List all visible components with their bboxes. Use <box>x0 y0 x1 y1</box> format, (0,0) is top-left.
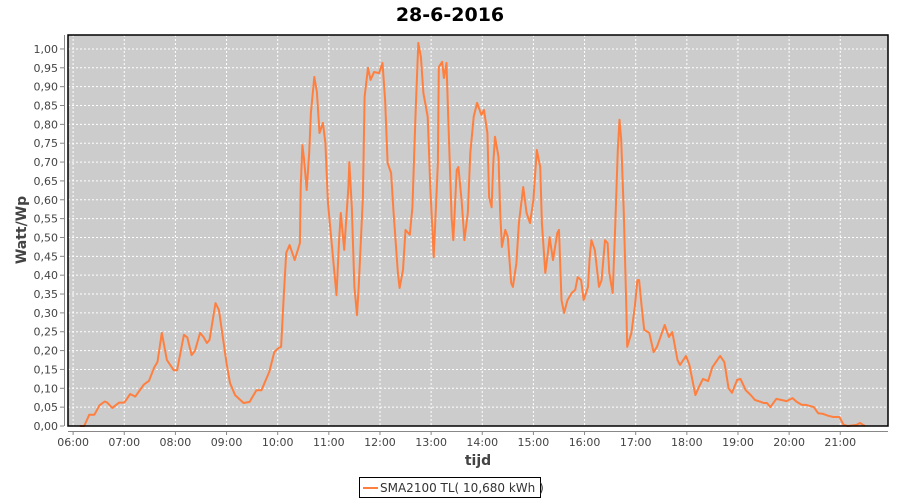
x-tick-label: 09:00 <box>211 436 243 449</box>
legend: SMA2100 TL( 10,680 kWh ) <box>359 477 544 498</box>
x-axis-ticks: 06:00 07:00 08:00 09:00 10:00 11:00 12:00 13:00… <box>57 431 856 449</box>
x-tick-label: 06:00 <box>57 436 89 449</box>
y-tick-label: 0,05 <box>34 401 59 414</box>
y-tick-label: 0,00 <box>34 420 59 433</box>
y-axis-ticks: 0,00 0,05 0,10 0,15 0,20 0,25 0,30 0,35 0,40 0,45… <box>34 43 64 433</box>
plot-area <box>68 35 888 426</box>
y-tick-label: 0,65 <box>34 175 59 188</box>
chart-title: 28-6-2016 <box>396 4 504 26</box>
y-axis-label: Watt/Wp <box>14 196 30 264</box>
y-tick-label: 0,15 <box>34 363 59 376</box>
legend-series-label: SMA2100 TL( 10,680 kWh ) <box>380 481 544 495</box>
legend-box <box>359 477 541 498</box>
y-tick-label: 0,85 <box>34 100 59 113</box>
y-tick-label: 0,80 <box>34 118 59 131</box>
y-tick-label: 0,45 <box>34 250 59 263</box>
x-tick-label: 15:00 <box>518 436 550 449</box>
y-tick-label: 0,60 <box>34 194 59 207</box>
x-tick-label: 13:00 <box>415 436 447 449</box>
x-tick-label: 20:00 <box>773 436 805 449</box>
x-tick-label: 11:00 <box>313 436 345 449</box>
y-tick-label: 0,40 <box>34 269 59 282</box>
y-tick-label: 1,00 <box>34 43 59 56</box>
y-tick-label: 0,35 <box>34 288 59 301</box>
y-tick-label: 0,75 <box>34 137 59 150</box>
y-tick-label: 0,20 <box>34 345 59 358</box>
x-axis-label: tijd <box>465 453 491 469</box>
x-tick-label: 08:00 <box>160 436 192 449</box>
y-tick-label: 0,25 <box>34 326 59 339</box>
y-tick-label: 0,30 <box>34 307 59 320</box>
x-tick-label: 10:00 <box>262 436 294 449</box>
y-tick-label: 0,50 <box>34 231 59 244</box>
x-tick-label: 17:00 <box>620 436 652 449</box>
plot-border <box>67 34 889 427</box>
x-tick-label: 16:00 <box>569 436 601 449</box>
y-tick-label: 0,90 <box>34 81 59 94</box>
x-tick-label: 18:00 <box>671 436 703 449</box>
y-tick-label: 0,55 <box>34 213 59 226</box>
y-tick-label: 0,10 <box>34 382 59 395</box>
x-tick-label: 12:00 <box>364 436 396 449</box>
y-tick-label: 0,95 <box>34 62 59 75</box>
x-tick-label: 14:00 <box>466 436 498 449</box>
x-tick-label: 19:00 <box>722 436 754 449</box>
series-line <box>79 41 866 427</box>
x-tick-label: 21:00 <box>824 436 856 449</box>
y-tick-label: 0,70 <box>34 156 59 169</box>
x-tick-label: 07:00 <box>108 436 140 449</box>
series-group <box>79 41 866 427</box>
